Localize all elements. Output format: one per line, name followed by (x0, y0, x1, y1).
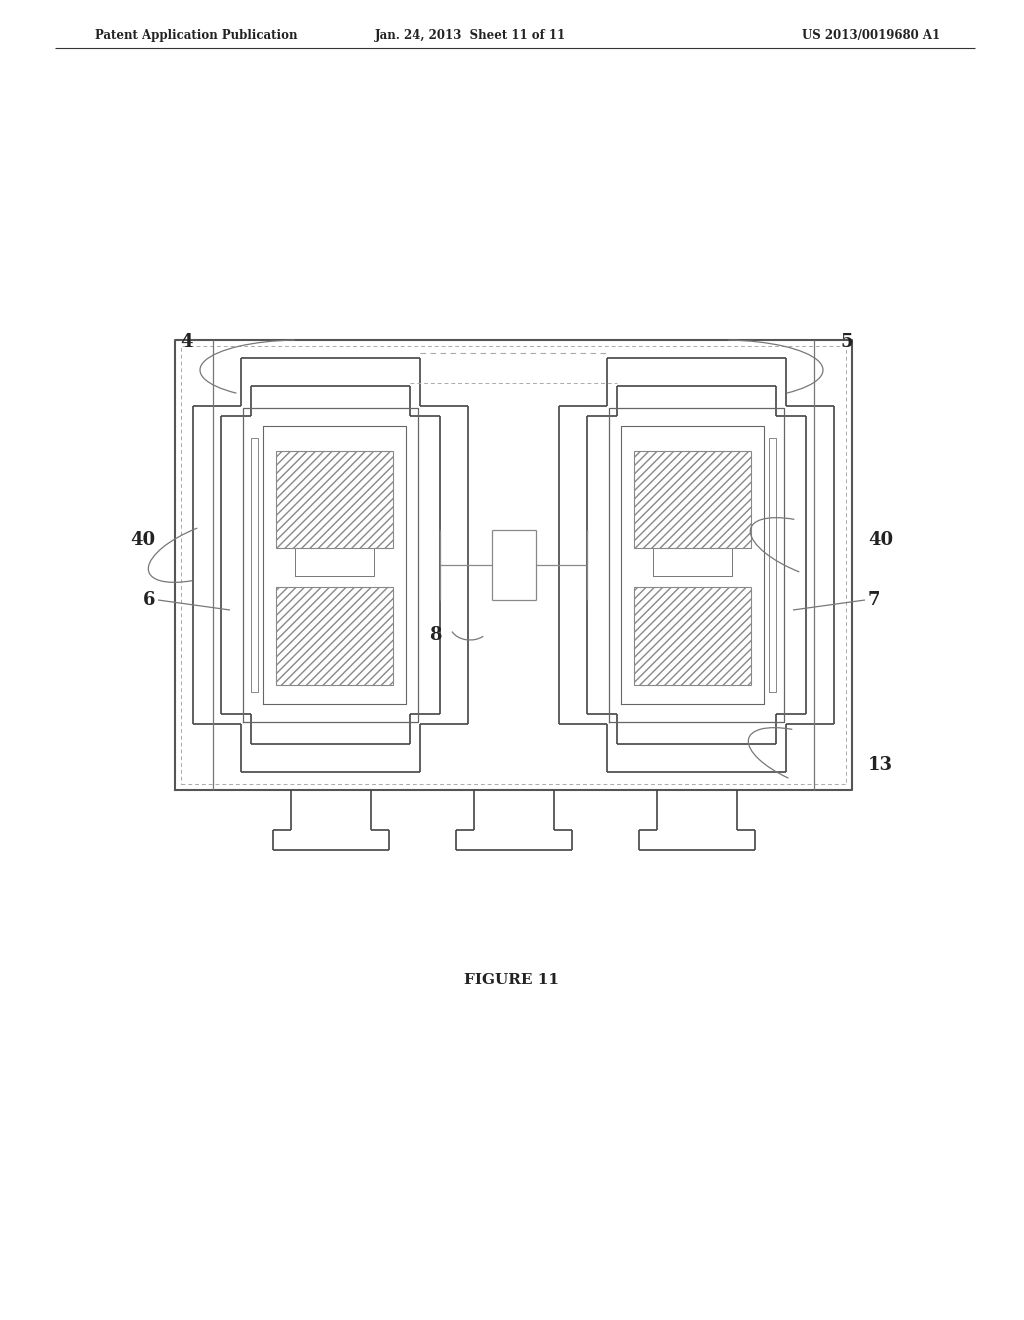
Bar (275, 451, 393, 548)
Text: US 2013/0019680 A1: US 2013/0019680 A1 (802, 29, 940, 41)
Text: Patent Application Publication: Patent Application Publication (95, 29, 298, 41)
Bar (634, 587, 752, 685)
Text: 40: 40 (868, 531, 893, 549)
Text: 8: 8 (429, 626, 442, 644)
Text: Jan. 24, 2013  Sheet 11 of 11: Jan. 24, 2013 Sheet 11 of 11 (375, 29, 565, 41)
Text: 4: 4 (180, 333, 193, 351)
Bar (275, 587, 393, 685)
Text: 7: 7 (868, 591, 881, 609)
Bar (634, 451, 752, 548)
Text: FIGURE 11: FIGURE 11 (465, 973, 559, 987)
Text: 40: 40 (130, 531, 155, 549)
Text: 5: 5 (840, 333, 853, 351)
Text: 6: 6 (142, 591, 155, 609)
Text: 13: 13 (868, 756, 893, 774)
